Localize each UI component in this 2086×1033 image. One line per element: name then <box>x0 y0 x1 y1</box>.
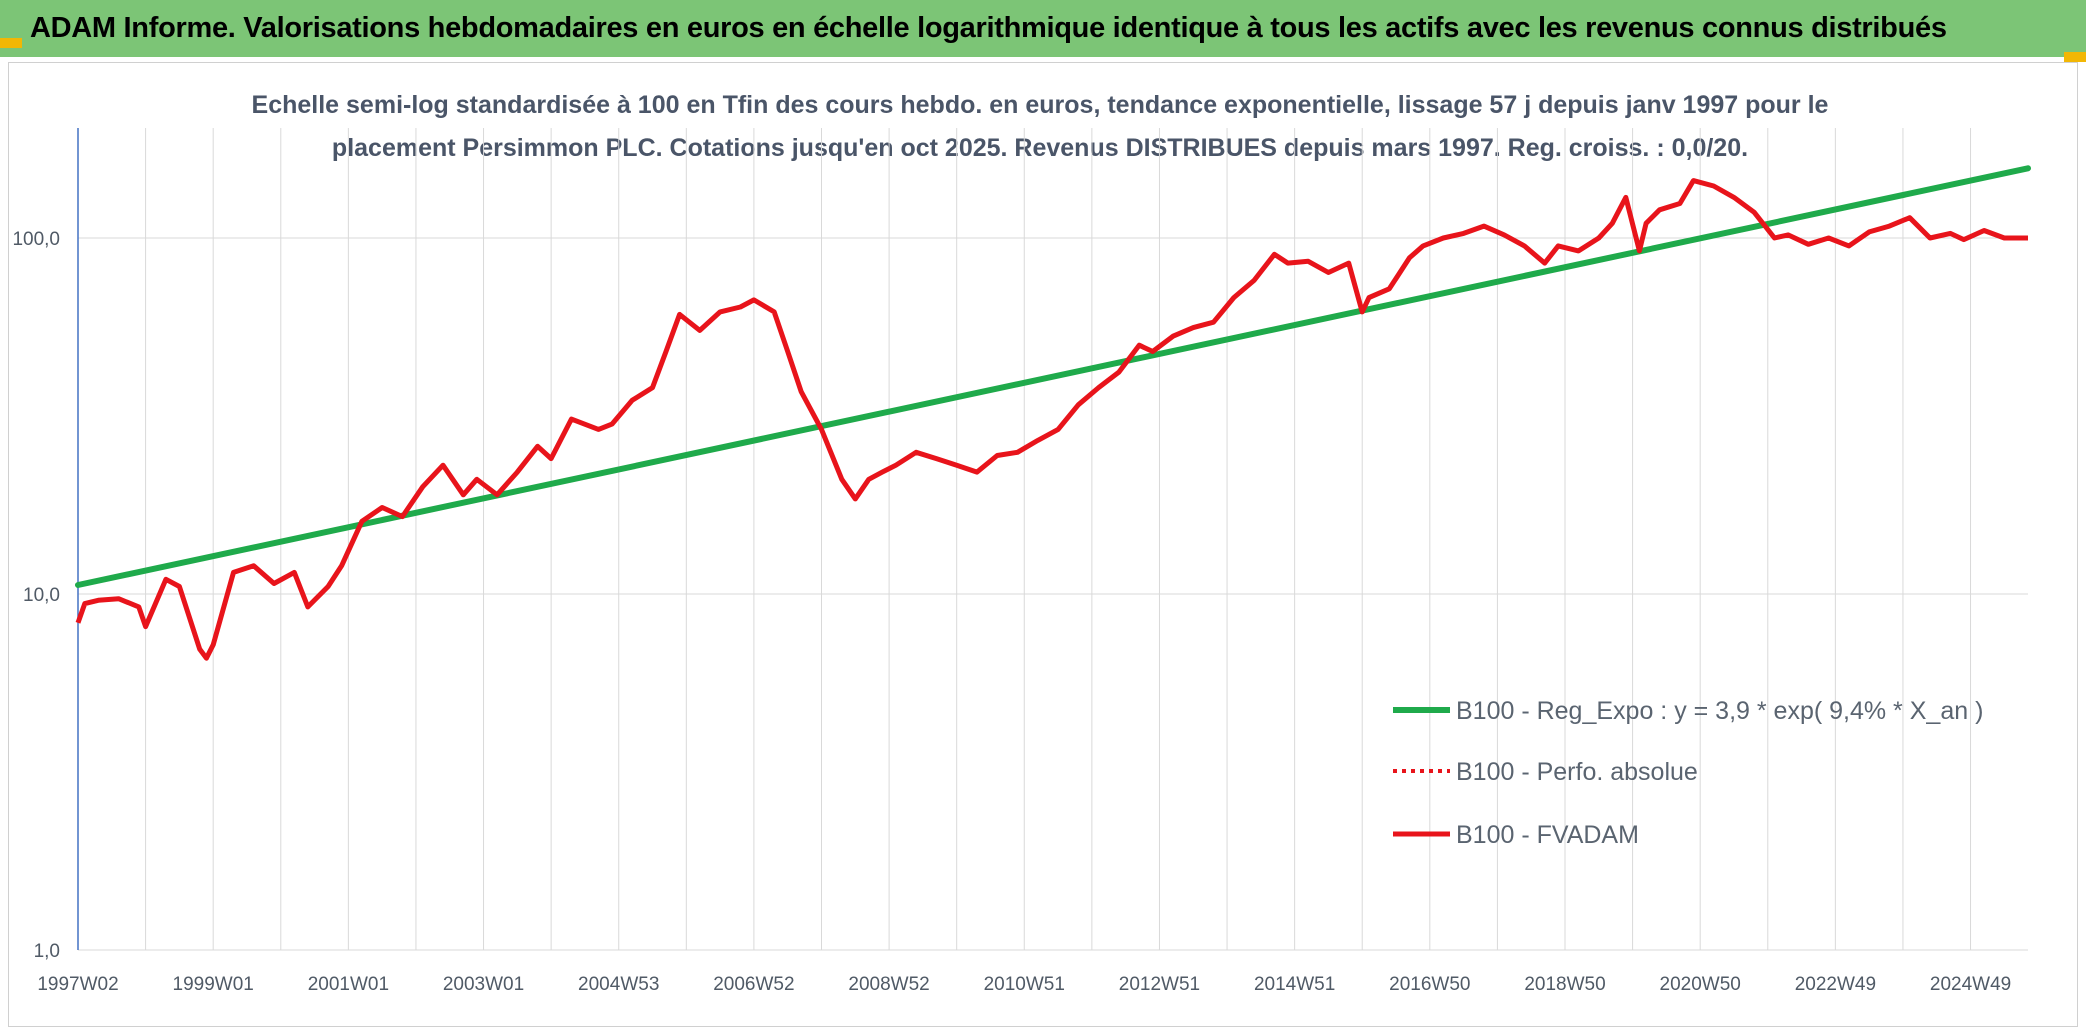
x-tick-label: 1999W01 <box>173 974 254 995</box>
x-tick-label: 2014W51 <box>1254 974 1335 995</box>
corner-accent-left <box>0 38 22 48</box>
x-tick-label: 2022W49 <box>1795 974 1876 995</box>
x-tick-label: 2024W49 <box>1930 974 2011 995</box>
legend-item-regression-label: B100 - Reg_Expo : y = 3,9 * exp( 9,4% * … <box>1456 697 1983 725</box>
y-tick-label: 10,0 <box>23 585 60 606</box>
series-line-fvadam <box>75 178 2028 661</box>
x-tick-label: 2006W52 <box>713 974 794 995</box>
x-tick-label: 2016W50 <box>1389 974 1470 995</box>
x-tick-label: 2018W50 <box>1524 974 1605 995</box>
x-tick-label: 2001W01 <box>308 974 389 995</box>
series-line-regression <box>75 165 2031 588</box>
chart-subtitle-line-2: placement Persimmon PLC. Cotations jusqu… <box>331 134 1749 162</box>
x-tick-label: 2003W01 <box>443 974 524 995</box>
legend: B100 - Reg_Expo : y = 3,9 * exp( 9,4% * … <box>1393 697 1983 849</box>
y-tick-label: 100,0 <box>12 229 60 250</box>
chart-subtitle: Echelle semi-log standardisée à 100 en T… <box>200 84 1880 170</box>
legend-item-fvadam-label: B100 - FVADAM <box>1456 821 1639 849</box>
x-tick-label: 1997W02 <box>37 974 118 995</box>
series-layer <box>75 165 2031 661</box>
x-tick-label: 2010W51 <box>984 974 1065 995</box>
x-tick-label: 2004W53 <box>578 974 659 995</box>
y-tick-label: 1,0 <box>34 941 60 962</box>
x-tick-label: 2008W52 <box>848 974 929 995</box>
report-banner: ADAM Informe. Valorisations hebdomadaire… <box>0 0 2086 57</box>
report-title: ADAM Informe. Valorisations hebdomadaire… <box>30 12 1947 44</box>
axis-layer: 1,0 10,0 100,0 1997W02 1999W01 2001W01 2003W01… <box>12 128 2011 995</box>
chart-frame <box>8 62 2078 1027</box>
x-tick-label: 2020W50 <box>1660 974 1741 995</box>
chart-subtitle-line-1: Echelle semi-log standardisée à 100 en T… <box>251 91 1829 119</box>
grid-layer <box>77 128 2028 951</box>
legend-item-perfo-absolue-label: B100 - Perfo. absolue <box>1456 758 1698 786</box>
x-tick-label: 2012W51 <box>1119 974 1200 995</box>
corner-accent-right <box>2064 52 2086 62</box>
